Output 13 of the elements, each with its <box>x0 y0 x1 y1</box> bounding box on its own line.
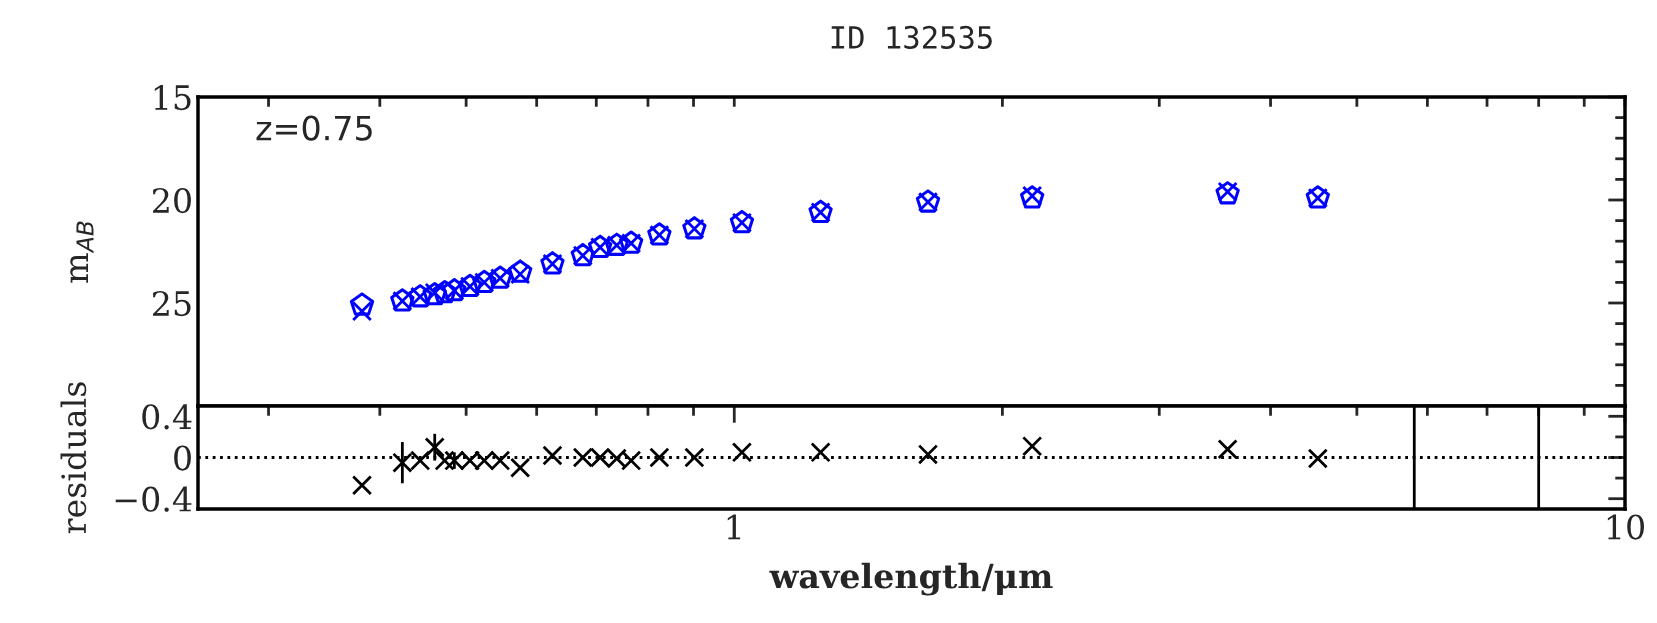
y-tick-label: 0.4 <box>142 404 192 430</box>
y-axis-title: m$_{AB}$ <box>70 221 94 283</box>
annotation: z=0.75 <box>256 115 372 141</box>
y-tick-label: −0.4 <box>115 486 192 512</box>
y-tick-label: 25 <box>152 290 191 317</box>
y-tick-label: 0 <box>174 445 191 471</box>
y-tick-label: 15 <box>154 84 191 111</box>
chart-title: ID 132535 <box>831 25 992 49</box>
y-tick-label: 20 <box>152 187 191 214</box>
x-tick-label: 1 <box>727 514 741 540</box>
x-tick-label: 10 <box>1607 514 1644 540</box>
y-axis-title: residuals <box>60 382 87 534</box>
x-axis-title: wavelength/μm <box>769 562 1053 596</box>
